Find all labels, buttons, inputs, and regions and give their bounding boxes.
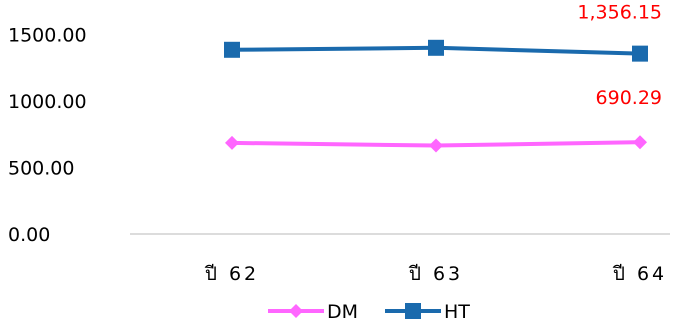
y-tick-label: 1000.00 [8, 91, 87, 113]
legend-label: HT [444, 301, 470, 321]
series-group [224, 39, 648, 153]
series-ht-point [224, 41, 240, 58]
legend: DM HT [268, 301, 470, 321]
data-label: 690.29 [596, 87, 662, 109]
legend-label: DM [327, 301, 358, 321]
legend-swatch-marker [289, 304, 303, 318]
legend-item-ht: HT [385, 301, 470, 321]
data-labels: 1,356.15 690.29 [577, 2, 662, 110]
series-ht-point [632, 45, 648, 62]
series-dm-point [429, 138, 443, 153]
series-ht-point [428, 39, 444, 56]
y-tick-label: 1500.00 [8, 25, 87, 47]
data-label: 1,356.15 [577, 2, 662, 24]
y-tick-label: 500.00 [8, 158, 74, 180]
y-tick-label: 0.00 [8, 224, 50, 246]
series-dm [225, 135, 647, 153]
x-tick-label: ปี 62 [204, 263, 259, 285]
x-tick-label: ปี 63 [408, 263, 463, 285]
legend-item-dm: DM [268, 301, 358, 321]
x-tick-label: ปี 64 [612, 263, 667, 285]
y-axis-ticks: 0.00 500.00 1000.00 1500.00 [8, 25, 87, 247]
x-axis-ticks: ปี 62 ปี 63 ปี 64 [204, 263, 667, 285]
series-dm-point [225, 135, 239, 150]
legend-swatch-marker [405, 303, 421, 319]
series-ht [224, 39, 648, 62]
series-dm-point [633, 135, 647, 150]
